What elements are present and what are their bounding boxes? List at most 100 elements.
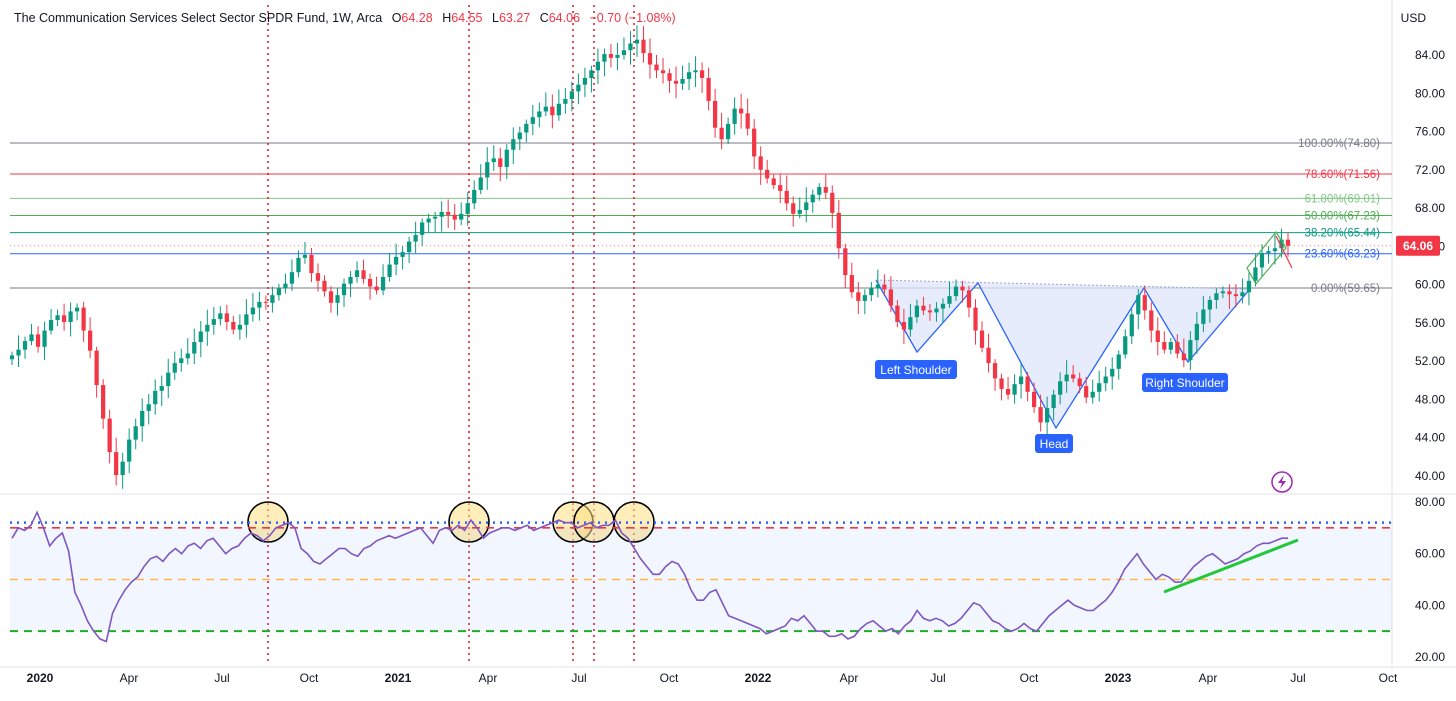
candle-body	[276, 288, 282, 296]
candle-body	[660, 70, 666, 74]
candle-body	[237, 324, 242, 330]
head-label-box	[1035, 434, 1073, 453]
open-label: O	[391, 11, 402, 25]
candle-body	[420, 222, 425, 235]
candle-body	[732, 108, 737, 124]
candle-body	[511, 139, 516, 150]
candle-body	[699, 70, 705, 78]
candle-body	[895, 305, 900, 322]
left-shoulder-label: Left Shoulder	[880, 363, 951, 377]
candle-body	[491, 158, 496, 163]
candle-body	[296, 257, 301, 273]
candle-body	[680, 78, 685, 84]
candle-body	[752, 128, 757, 157]
candle-body	[823, 187, 828, 193]
candle-body	[68, 311, 73, 322]
candle-body	[289, 272, 295, 284]
time-tick-label: Oct	[660, 671, 679, 685]
rsi-tick-label: 40.00	[1415, 598, 1445, 612]
rsi-tick-label: 20.00	[1415, 650, 1445, 664]
candle-body	[400, 252, 405, 257]
price-tick-label: 80.00	[1415, 86, 1445, 100]
candle-body	[524, 123, 529, 133]
candle-body	[621, 50, 627, 55]
candle-body	[582, 77, 588, 85]
candle-body	[654, 64, 659, 71]
candle-body	[1272, 248, 1278, 252]
candle-body	[615, 55, 620, 58]
candle-body	[283, 283, 288, 289]
candle-body	[361, 270, 366, 279]
time-tick-label: Apr	[120, 671, 139, 685]
candle-body	[1285, 239, 1291, 246]
candle-body	[595, 61, 601, 71]
candle-body	[999, 378, 1004, 389]
candle-body	[1253, 267, 1258, 281]
fib-level-label: 100.00%(74.80)	[1298, 138, 1380, 150]
candle-body	[869, 288, 874, 296]
candle-body	[1266, 251, 1271, 254]
candle-body	[81, 307, 86, 331]
candle-body	[1012, 384, 1017, 395]
candle-body	[973, 307, 978, 331]
candle-body	[224, 313, 229, 322]
candle-body	[686, 72, 692, 79]
candle-body	[107, 418, 112, 453]
lightning-bolt-icon	[1278, 475, 1286, 489]
candle-body	[784, 190, 789, 204]
price-tick-label: 76.00	[1415, 125, 1445, 139]
fib-level-label: 38.20%(65.44)	[1305, 228, 1381, 240]
candle-body	[387, 264, 392, 277]
candle-body	[322, 280, 327, 292]
close-label: C	[539, 11, 549, 25]
candle-body	[797, 210, 802, 214]
candle-body	[192, 342, 197, 354]
fibonacci-retracement: 100.00%(74.80) 78.60%(71.56) 61.80%(69.01)…	[10, 138, 1392, 295]
candle-body	[563, 99, 568, 104]
candle-body	[1045, 408, 1050, 423]
candle-body	[569, 91, 574, 100]
last-price-badge	[1396, 235, 1440, 256]
candle-body	[628, 43, 633, 51]
candle-body	[576, 84, 581, 92]
candle-body	[843, 248, 848, 276]
time-tick-label: Jul	[214, 671, 229, 685]
axis-layer: 84.0080.0076.0072.0068.0064.0060.0056.00…	[10, 48, 1445, 685]
candle-body	[1233, 294, 1239, 297]
candle-body	[1097, 383, 1102, 392]
time-tick-label: Apr	[479, 671, 498, 685]
candle-body	[888, 289, 893, 306]
head-and-shoulders-pattern	[875, 279, 1251, 430]
candle-body	[459, 213, 464, 220]
candle-body	[1175, 342, 1180, 354]
candle-body	[517, 132, 522, 140]
annotation-labels: Left Shoulder Head Right Shoulder	[875, 360, 1293, 493]
rsi-panel	[10, 510, 1392, 643]
candle-body	[1220, 291, 1226, 294]
candle-body	[1084, 386, 1089, 398]
candle-body	[934, 308, 939, 313]
candle-body	[1110, 368, 1115, 377]
price-tick-label: 68.00	[1415, 201, 1445, 215]
candle-body	[328, 291, 334, 303]
currency-label: USD	[1400, 11, 1426, 25]
candle-body	[673, 80, 679, 84]
candle-body	[979, 330, 985, 348]
right-shoulder-label-box	[1142, 373, 1228, 392]
candle-body	[478, 177, 483, 190]
candle-body	[1188, 340, 1193, 361]
candle-body	[55, 315, 60, 321]
candle-body	[1077, 378, 1082, 387]
time-tick-label: Apr	[1199, 671, 1218, 685]
candle-body	[992, 363, 998, 379]
rsi-trendline	[1163, 538, 1299, 594]
candle-body	[1162, 342, 1167, 350]
price-tick-label: 60.00	[1415, 278, 1445, 292]
candle-body	[48, 320, 54, 331]
candle-body	[1038, 407, 1043, 423]
candle-body	[726, 123, 731, 140]
candle-body	[856, 292, 861, 301]
candle-body	[1025, 376, 1030, 392]
